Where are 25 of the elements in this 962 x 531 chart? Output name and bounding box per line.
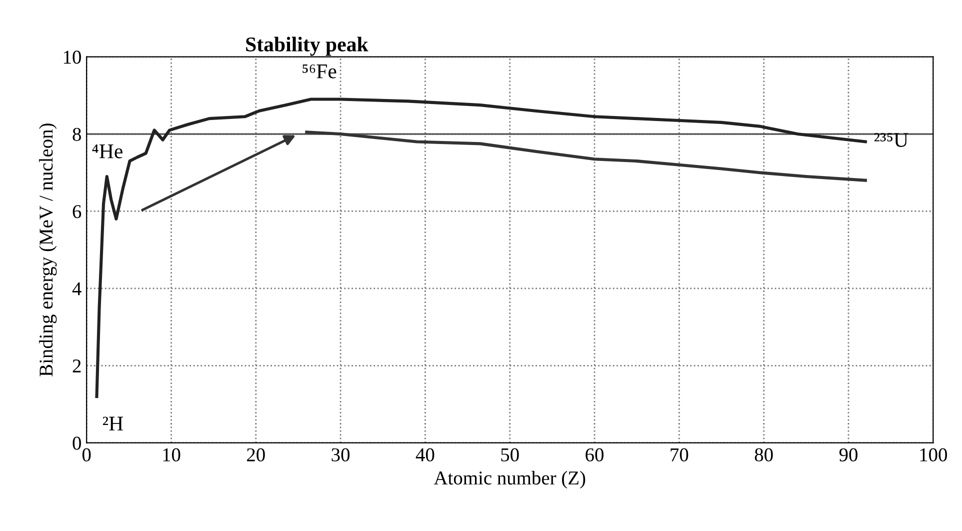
x-tick-label: 80 [754, 448, 773, 462]
annotation: ⁵⁶Fe [302, 64, 336, 78]
y-axis-title: Binding energy (MeV / nucleon) [39, 124, 57, 376]
y-tick-label: 10 [64, 50, 81, 64]
y-tick-label: 8 [72, 128, 81, 141]
x-tick-label: 0 [82, 448, 91, 462]
line-series [305, 130, 867, 182]
x-tick-label: 30 [332, 448, 350, 462]
y-tick-label: 2 [72, 360, 81, 372]
x-tick-label: 10 [163, 448, 180, 462]
x-tick-label: 100 [920, 448, 947, 462]
x-axis-title: Atomic number (Z) [434, 470, 586, 489]
y-tick-label: 0 [72, 436, 81, 450]
x-tick-label: 90 [839, 448, 858, 462]
x-tick-label: 70 [670, 448, 688, 462]
chart-title: Stability peak [246, 36, 368, 56]
x-tick-label: 40 [416, 448, 434, 462]
y-tick-label: 4 [72, 282, 82, 296]
annotation: ⁴He [92, 144, 122, 158]
annotation: ²H [102, 416, 123, 430]
annotation: ²³⁵U [874, 133, 908, 147]
x-tick-label: 20 [247, 448, 265, 462]
x-tick-label: 60 [586, 448, 604, 462]
x-tick-label: 50 [501, 448, 519, 462]
y-tick-label: 6 [72, 205, 82, 218]
